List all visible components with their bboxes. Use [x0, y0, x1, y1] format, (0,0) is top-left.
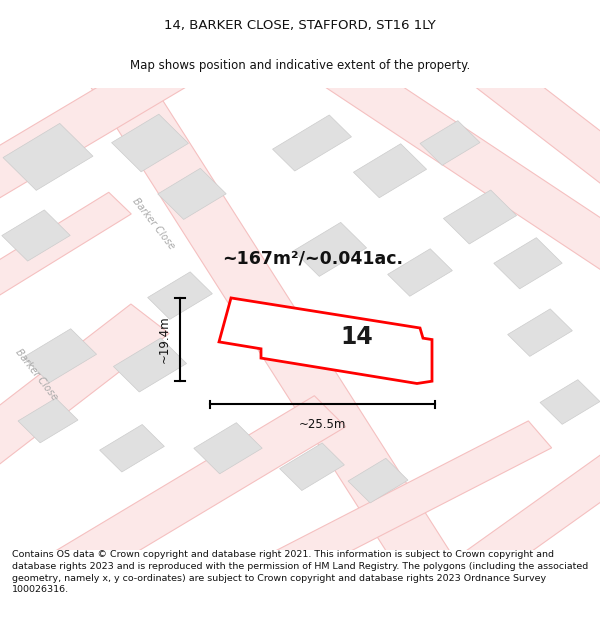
Text: Barker Close: Barker Close	[130, 196, 176, 251]
Polygon shape	[280, 443, 344, 491]
Text: 14: 14	[340, 325, 373, 349]
Polygon shape	[508, 309, 572, 356]
Text: ~167m²/~0.041ac.: ~167m²/~0.041ac.	[222, 249, 403, 268]
Text: Barker Close: Barker Close	[13, 347, 59, 402]
Polygon shape	[272, 115, 352, 171]
Polygon shape	[443, 190, 517, 244]
Polygon shape	[0, 304, 169, 472]
Polygon shape	[353, 144, 427, 198]
Polygon shape	[453, 445, 600, 586]
Polygon shape	[82, 55, 458, 582]
Polygon shape	[540, 379, 600, 424]
Polygon shape	[23, 329, 97, 382]
Polygon shape	[463, 51, 600, 193]
Polygon shape	[0, 192, 131, 306]
Polygon shape	[113, 338, 187, 392]
Polygon shape	[494, 238, 562, 289]
Text: Map shows position and indicative extent of the property.: Map shows position and indicative extent…	[130, 59, 470, 72]
Polygon shape	[348, 458, 408, 503]
Polygon shape	[100, 424, 164, 472]
Text: Contains OS data © Crown copyright and database right 2021. This information is : Contains OS data © Crown copyright and d…	[12, 550, 588, 594]
Polygon shape	[112, 114, 188, 172]
Polygon shape	[2, 210, 70, 261]
Polygon shape	[219, 298, 432, 384]
Text: ~19.4m: ~19.4m	[158, 316, 171, 363]
Polygon shape	[293, 222, 367, 276]
Text: ~25.5m: ~25.5m	[299, 418, 346, 431]
Polygon shape	[313, 49, 600, 278]
Polygon shape	[44, 396, 346, 589]
Polygon shape	[259, 421, 551, 587]
Polygon shape	[3, 123, 93, 191]
Polygon shape	[194, 422, 262, 474]
Polygon shape	[420, 121, 480, 166]
Polygon shape	[388, 249, 452, 296]
Polygon shape	[158, 168, 226, 219]
Text: 14, BARKER CLOSE, STAFFORD, ST16 1LY: 14, BARKER CLOSE, STAFFORD, ST16 1LY	[164, 19, 436, 32]
Polygon shape	[0, 48, 196, 206]
Polygon shape	[148, 272, 212, 319]
Polygon shape	[18, 398, 78, 443]
